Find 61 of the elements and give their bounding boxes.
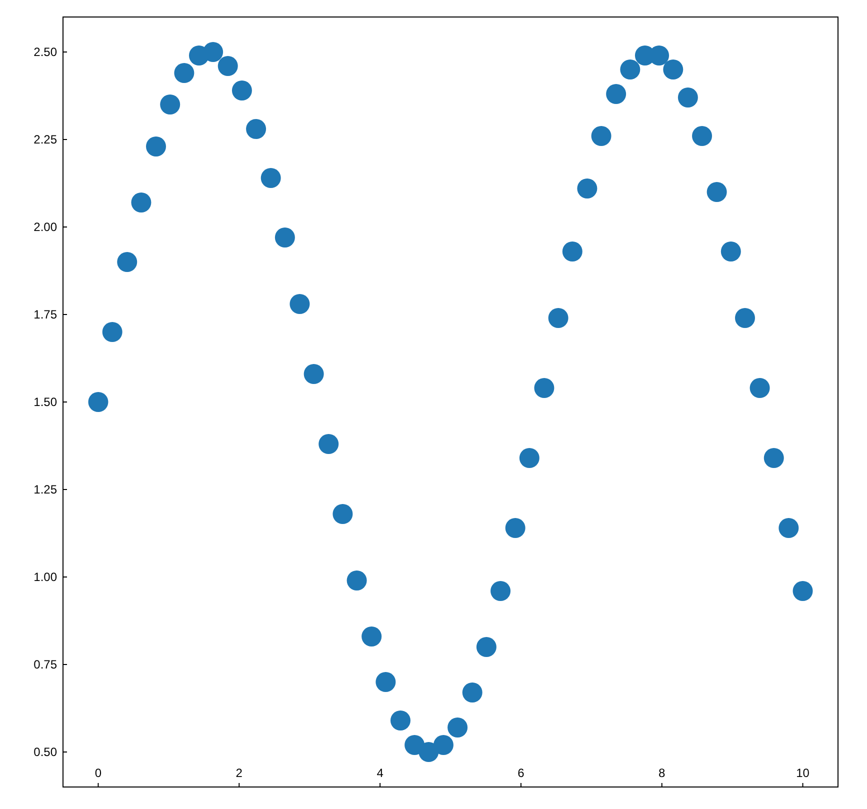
point xyxy=(692,126,712,146)
point xyxy=(562,242,582,262)
point xyxy=(146,136,166,156)
point xyxy=(318,434,339,454)
point xyxy=(663,60,684,80)
point xyxy=(246,119,266,139)
point xyxy=(706,182,727,202)
point xyxy=(764,448,784,468)
point xyxy=(260,168,281,188)
x-tick-label: 0 xyxy=(94,766,102,780)
x-tick-label: 6 xyxy=(518,766,525,780)
point xyxy=(591,126,612,146)
point xyxy=(735,308,755,328)
point xyxy=(160,94,180,114)
y-tick-label: 1.50 xyxy=(34,395,58,410)
y-tick-label: 2.00 xyxy=(34,220,58,234)
point xyxy=(232,80,252,100)
point xyxy=(490,581,511,601)
point xyxy=(346,570,367,590)
y-tick-label: 2.50 xyxy=(34,45,58,60)
point xyxy=(218,56,238,76)
x-tick-label: 8 xyxy=(658,766,666,780)
point xyxy=(174,63,194,83)
point xyxy=(117,252,138,272)
point xyxy=(433,735,454,755)
point xyxy=(750,378,770,398)
point xyxy=(720,242,741,262)
point xyxy=(548,308,568,328)
point xyxy=(606,84,626,104)
point xyxy=(203,42,224,62)
point xyxy=(362,626,382,646)
point xyxy=(620,60,640,80)
x-tick-label: 4 xyxy=(376,766,384,780)
point xyxy=(390,710,410,730)
y-tick-label: 1.00 xyxy=(34,570,58,584)
y-tick-label: 1.75 xyxy=(34,308,58,322)
point xyxy=(102,322,122,342)
point xyxy=(274,228,295,248)
y-tick-label: 1.25 xyxy=(34,482,58,497)
x-tick-label: 10 xyxy=(796,766,810,780)
y-tick-label: 2.25 xyxy=(34,132,58,147)
point xyxy=(131,192,152,212)
y-tick-label: 0.75 xyxy=(34,658,58,672)
point xyxy=(304,364,324,384)
point xyxy=(678,88,698,108)
point xyxy=(376,672,396,692)
point xyxy=(778,518,799,538)
point xyxy=(792,581,813,601)
x-tick-label: 2 xyxy=(236,766,243,780)
point xyxy=(534,378,554,398)
point xyxy=(448,718,468,738)
point xyxy=(476,637,496,657)
point xyxy=(418,742,439,762)
point xyxy=(88,392,108,412)
point xyxy=(519,448,540,468)
point xyxy=(462,682,482,702)
point xyxy=(505,518,526,538)
point xyxy=(577,178,598,198)
y-tick-label: 0.50 xyxy=(34,745,58,760)
point xyxy=(332,504,353,524)
point xyxy=(290,294,310,314)
